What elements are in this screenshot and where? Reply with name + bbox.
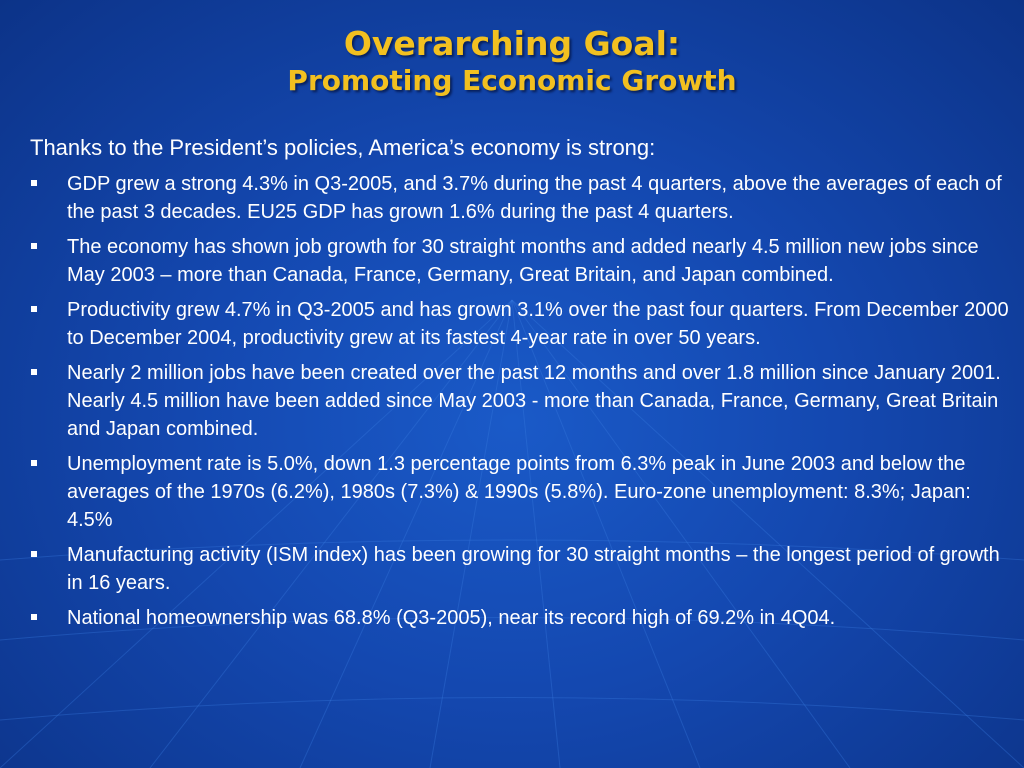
square-bullet-icon (31, 243, 37, 249)
bullet-text: GDP grew a strong 4.3% in Q3-2005, and 3… (67, 173, 1002, 223)
bullet-item: National homeownership was 68.8% (Q3-200… (30, 604, 1010, 632)
square-bullet-icon (31, 180, 37, 186)
bullet-item: Productivity grew 4.7% in Q3-2005 and ha… (30, 296, 1010, 352)
square-bullet-icon (31, 306, 37, 312)
bullet-item: Unemployment rate is 5.0%, down 1.3 perc… (30, 450, 1010, 534)
square-bullet-icon (31, 551, 37, 557)
intro-text: Thanks to the President’s policies, Amer… (30, 135, 656, 160)
bullet-text: Manufacturing activity (ISM index) has b… (67, 544, 1000, 594)
square-bullet-icon (31, 369, 37, 375)
bullet-text: Productivity grew 4.7% in Q3-2005 and ha… (67, 299, 1009, 349)
bullet-item: Manufacturing activity (ISM index) has b… (30, 541, 1010, 597)
bullet-item: GDP grew a strong 4.3% in Q3-2005, and 3… (30, 170, 1010, 226)
title-block: Overarching Goal: Promoting Economic Gro… (0, 24, 1024, 98)
bullet-text: National homeownership was 68.8% (Q3-200… (67, 607, 836, 629)
bullet-text: The economy has shown job growth for 30 … (67, 236, 979, 286)
square-bullet-icon (31, 460, 37, 466)
bullet-text: Unemployment rate is 5.0%, down 1.3 perc… (67, 453, 971, 531)
slide-title: Overarching Goal: (343, 24, 681, 63)
bullet-list: GDP grew a strong 4.3% in Q3-2005, and 3… (30, 170, 1010, 639)
bullet-item: Nearly 2 million jobs have been created … (30, 359, 1010, 443)
bullet-text: Nearly 2 million jobs have been created … (67, 362, 1001, 440)
square-bullet-icon (31, 614, 37, 620)
bullet-item: The economy has shown job growth for 30 … (30, 233, 1010, 289)
slide-subtitle: Promoting Economic Growth (287, 64, 737, 97)
